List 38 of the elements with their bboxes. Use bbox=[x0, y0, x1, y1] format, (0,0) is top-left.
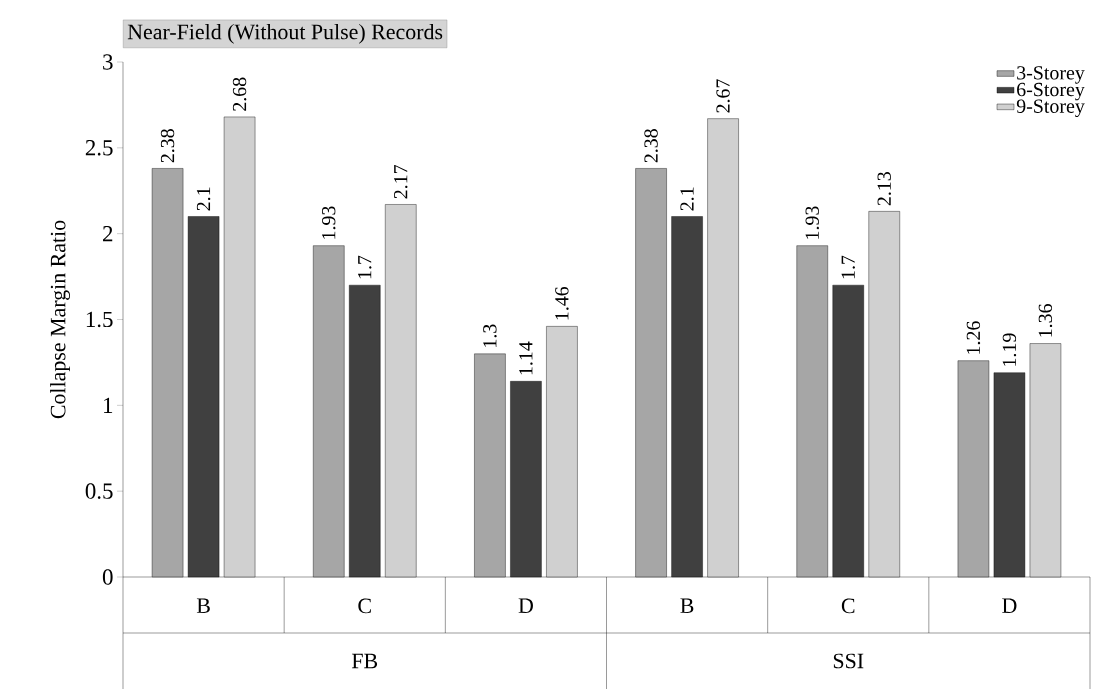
data-label: 2.68 bbox=[232, 77, 247, 111]
y-tick-label: 0.5 bbox=[85, 483, 113, 499]
y-tick-label: 1 bbox=[104, 397, 113, 413]
data-label: 2.1 bbox=[196, 187, 211, 211]
data-label: 1.7 bbox=[358, 255, 372, 279]
data-label: 2.67 bbox=[716, 79, 730, 113]
y-tick-label: 2 bbox=[103, 226, 113, 242]
x-tick-label: C bbox=[358, 598, 371, 614]
data-label: 2.1 bbox=[680, 187, 694, 211]
data-label: 1.46 bbox=[555, 286, 569, 320]
data-label: 2.38 bbox=[644, 129, 658, 163]
text: SSI bbox=[833, 653, 864, 669]
legend-label: 3-Storey bbox=[1017, 66, 1085, 84]
x-tick-label: B bbox=[196, 598, 210, 613]
data-label: 1.19 bbox=[1002, 333, 1017, 366]
y-tick-label: 3 bbox=[103, 54, 113, 70]
y-tick-label: 1.5 bbox=[86, 311, 113, 328]
x-tick-label: D bbox=[518, 598, 533, 613]
data-label: 1.3 bbox=[483, 324, 497, 347]
data-label: 1.26 bbox=[966, 321, 981, 354]
x-tick-label: B bbox=[680, 598, 694, 613]
data-label: 2.38 bbox=[160, 129, 175, 163]
x-tick-label: D bbox=[1002, 598, 1017, 613]
data-label: 1.7 bbox=[841, 255, 855, 279]
data-label: 1.14 bbox=[519, 341, 533, 375]
chart-title: Near-Field (Without Pulse) Records bbox=[127, 23, 443, 44]
legend-label: 9-Storey bbox=[1016, 99, 1085, 118]
text: FB bbox=[351, 653, 378, 669]
y-tick-label: 2.5 bbox=[85, 140, 113, 156]
x-tick-label: C bbox=[841, 598, 855, 614]
data-label: 1.93 bbox=[322, 206, 336, 239]
data-label: 1.36 bbox=[1038, 304, 1053, 337]
data-label: 2.13 bbox=[877, 172, 891, 206]
y-axis-title: Collapse Margin Ratio bbox=[50, 220, 70, 419]
data-label: 1.93 bbox=[805, 206, 819, 239]
data-label: 2.17 bbox=[394, 164, 408, 199]
y-tick-label: 0 bbox=[102, 569, 113, 585]
legend-label: 6-Storey bbox=[1017, 82, 1085, 101]
